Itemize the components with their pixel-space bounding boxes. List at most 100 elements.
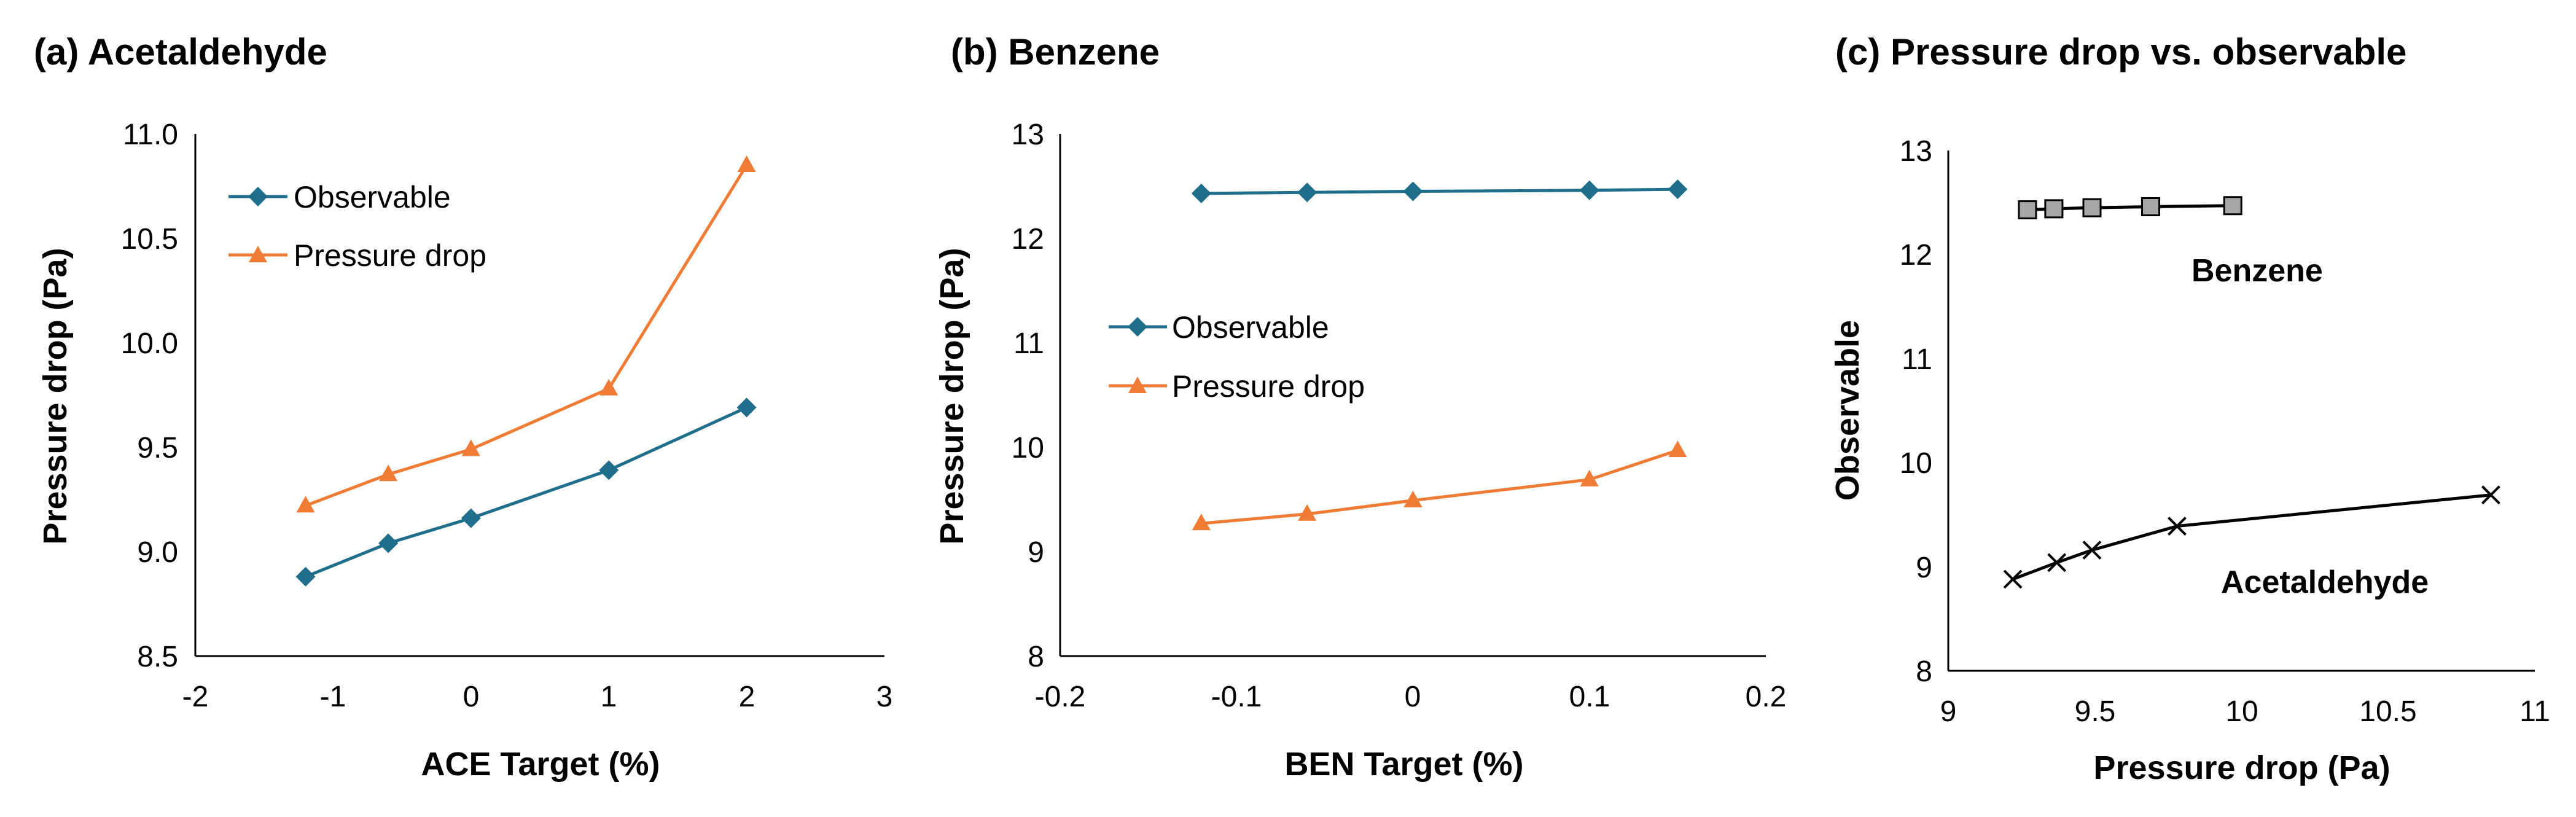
panel-b-data-point: [1668, 179, 1688, 200]
panel-a-data-point: [461, 508, 481, 528]
panel-b-y-tick: 10: [1012, 432, 1044, 464]
panel-a-x-label: ACE Target (%): [421, 746, 660, 783]
panel-a-x-tick: 2: [739, 681, 755, 713]
panel-b-x-tick: 0: [1405, 681, 1421, 713]
panel-b-legend-diamond-marker: [1128, 317, 1147, 337]
panel-c-y-tick: 8: [1916, 655, 1932, 688]
panel-a-legend: Observable Pressure drop: [228, 180, 486, 273]
panel-c-y-ticks: 8 9 10 11 12 13: [1900, 135, 1932, 688]
panel-b-data-point: [1192, 514, 1211, 531]
panel-a-data-point: [295, 566, 316, 587]
panel-a-data-point: [461, 439, 480, 456]
panel-c-x-label: Pressure drop (Pa): [2093, 749, 2390, 786]
panel-c: (c) Pressure drop vs. observable 9 9.5 1…: [1829, 31, 2550, 786]
panel-c-data-point: [2168, 517, 2187, 536]
panel-c-x-tick: 11: [2519, 695, 2550, 728]
panel-c-x-tick: 9.5: [2075, 695, 2116, 728]
panel-a-title: (a) Acetaldehyde: [34, 31, 327, 72]
panel-b: (b) Benzene -0.2 -0.1 0 0.1 0.2 8 9 10 1…: [934, 31, 1786, 783]
panel-a-y-ticks: 8.5 9.0 9.5 10.0 10.5 11.0: [121, 119, 178, 673]
panel-b-y-tick: 9: [1028, 536, 1044, 569]
panel-b-data-point: [1403, 490, 1423, 507]
panel-a-data-point: [296, 496, 315, 513]
panel-b-x-tick: 0.1: [1569, 681, 1610, 713]
panel-a-y-tick: 11.0: [123, 119, 178, 151]
panel-c-x-tick: 9: [1940, 695, 1957, 728]
panel-b-y-tick: 8: [1028, 641, 1044, 673]
panel-c-y-tick: 10: [1900, 447, 1932, 480]
panel-b-data-point: [1579, 180, 1599, 200]
panel-b-legend-label: Observable: [1172, 310, 1329, 345]
panel-b-series-line: [1201, 187, 1678, 195]
panel-b-plot-area: [1191, 179, 1688, 531]
panel-b-x-tick: -0.1: [1211, 681, 1262, 713]
panel-b-data-point: [1580, 469, 1599, 487]
panel-a-data-point: [599, 460, 619, 480]
panel-a-x-ticks: -2 -1 0 1 2 3: [182, 681, 893, 713]
panel-c-y-label: Observable: [1829, 320, 1866, 501]
panel-a-x-tick: 0: [463, 681, 480, 713]
panel-a-data-point: [599, 378, 619, 396]
panel-c-acetaldehyde-annotation: Acetaldehyde: [2221, 565, 2429, 600]
panel-c-x-tick: 10: [2225, 695, 2258, 728]
panel-b-data-point: [1668, 440, 1687, 458]
panel-a-data-point: [379, 464, 398, 482]
panel-b-y-label: Pressure drop (Pa): [934, 248, 970, 544]
panel-c-data-point: [2141, 197, 2160, 216]
panel-c-data-point: [2047, 553, 2067, 573]
panel-b-x-label: BEN Target (%): [1284, 746, 1523, 783]
panel-c-y-tick: 9: [1916, 552, 1932, 584]
panel-a-x-tick: 3: [876, 681, 893, 713]
panel-b-x-tick: 0.2: [1746, 681, 1787, 713]
panel-c-benzene-annotation: Benzene: [2192, 253, 2323, 289]
panel-a-legend-triangle-marker: [249, 246, 267, 262]
panel-c-data-point: [2481, 485, 2500, 505]
panel-b-series-line: [1201, 448, 1679, 525]
panel-a-x-tick: -1: [320, 681, 346, 713]
panel-c-data-point: [2082, 198, 2102, 217]
panel-a-plot-area: [295, 155, 757, 587]
panel-b-legend: Observable Pressure drop: [1109, 310, 1365, 404]
panel-a-x-tick: 1: [601, 681, 617, 713]
panel-c-x-tick: 10.5: [2359, 695, 2416, 728]
panel-a-legend-label: Observable: [294, 180, 451, 214]
panel-a-y-tick: 8.5: [137, 641, 178, 673]
panel-c-y-tick: 13: [1900, 135, 1932, 168]
panel-c-plot-area: [2003, 196, 2500, 589]
panel-b-legend-label: Pressure drop: [1172, 369, 1365, 404]
panel-a-data-point: [736, 397, 757, 418]
panel-a-series-line: [305, 164, 748, 507]
panel-a-y-tick: 9.5: [137, 432, 178, 464]
panel-a-y-tick: 10.5: [121, 223, 178, 256]
panel-a-legend-label: Pressure drop: [294, 238, 486, 273]
panel-a: (a) Acetaldehyde -2 -1 0 1 2 3 8.5 9.0 9…: [34, 31, 892, 783]
panel-c-x-ticks: 9 9.5 10 10.5 11: [1940, 695, 2550, 728]
panel-a-y-tick: 10.0: [121, 327, 178, 360]
panel-b-y-ticks: 8 9 10 11 12 13: [1012, 119, 1044, 673]
panel-b-title: (b) Benzene: [951, 31, 1160, 72]
panel-b-data-point: [1191, 183, 1211, 203]
panel-c-data-point: [2018, 200, 2037, 220]
panel-a-x-tick: -2: [182, 681, 209, 713]
panel-c-title: (c) Pressure drop vs. observable: [1835, 31, 2406, 72]
panel-c-data-point: [2003, 569, 2023, 589]
panel-b-y-tick: 13: [1012, 119, 1044, 151]
panel-b-y-tick: 12: [1012, 223, 1044, 256]
panel-b-data-point: [1298, 504, 1317, 521]
panel-a-data-point: [378, 533, 399, 553]
panel-b-data-point: [1297, 182, 1317, 203]
panel-c-y-tick: 12: [1900, 239, 1932, 272]
panel-c-data-point: [2223, 196, 2242, 216]
panel-b-legend-triangle-marker: [1128, 377, 1147, 393]
panel-a-data-point: [737, 155, 756, 172]
panel-c-data-point: [2044, 199, 2064, 219]
panel-c-y-tick: 11: [1902, 343, 1932, 376]
panel-b-data-point: [1403, 181, 1423, 201]
panel-b-y-tick: 11: [1013, 327, 1044, 360]
panel-a-y-tick: 9.0: [137, 536, 178, 569]
panel-a-legend-diamond-marker: [248, 187, 268, 206]
panel-a-series-line: [305, 406, 747, 579]
panel-b-x-tick: -0.2: [1035, 681, 1086, 713]
panel-c-data-point: [2082, 541, 2102, 560]
